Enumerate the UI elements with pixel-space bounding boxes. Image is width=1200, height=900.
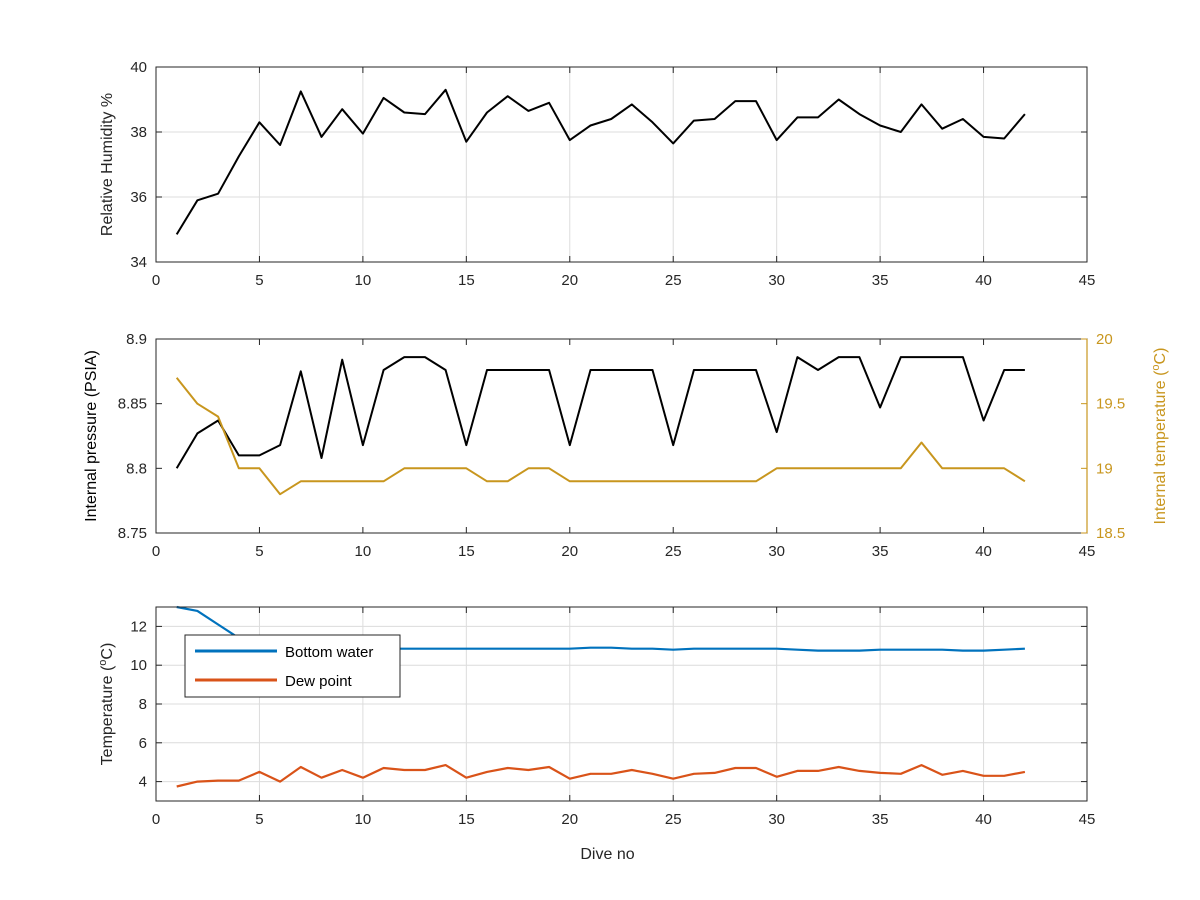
legend-label: Dew point (285, 673, 353, 690)
x-tick-label: 30 (768, 811, 785, 828)
legend: Bottom water Dew point (184, 634, 401, 698)
x-tick-label: 25 (665, 543, 682, 560)
x-tick-label: 0 (152, 811, 160, 828)
y-tick-label: 8.85 (118, 396, 147, 413)
y-tick-label-right: 19.5 (1096, 396, 1125, 413)
y-axis-label: Relative Humidity % (99, 93, 116, 236)
x-tick-label: 15 (458, 543, 475, 560)
x-tick-label: 15 (458, 811, 475, 828)
y-tick-label: 8.9 (126, 331, 147, 348)
x-tick-label: 40 (975, 811, 992, 828)
x-tick-label: 40 (975, 272, 992, 289)
legend-box (184, 634, 401, 698)
x-tick-label: 25 (665, 272, 682, 289)
plot-area (156, 339, 1087, 533)
x-tick-label: 30 (768, 272, 785, 289)
x-tick-label: 20 (561, 811, 578, 828)
x-tick-label: 45 (1079, 272, 1096, 289)
y-axis-label: Temperature (oC) (97, 643, 116, 766)
x-tick-label: 40 (975, 543, 992, 560)
x-axis-label: Dive no (580, 846, 634, 863)
x-axis: 0 5 10 15 20 25 30 35 40 45 (152, 67, 1096, 289)
y-tick-label: 8.75 (118, 525, 147, 542)
x-tick-label: 10 (355, 543, 372, 560)
y-axis-label: Internal pressure (PSIA) (83, 350, 100, 522)
x-tick-label: 5 (255, 811, 263, 828)
x-tick-label: 10 (355, 272, 372, 289)
y-axis: 34 36 38 40 (130, 59, 1087, 271)
x-axis: 0 5 10 15 20 25 30 35 40 45 (152, 339, 1096, 560)
y-tick-label-right: 20 (1096, 331, 1113, 348)
y-tick-label-right: 19 (1096, 460, 1113, 477)
y-tick-label: 4 (139, 774, 147, 791)
x-tick-label: 45 (1079, 811, 1096, 828)
y-tick-label-right: 18.5 (1096, 525, 1125, 542)
x-axis: 0 5 10 15 20 25 30 35 40 45 (152, 607, 1096, 828)
x-tick-label: 35 (872, 543, 889, 560)
y-axis: 4 6 8 10 12 (130, 618, 1087, 791)
y-tick-label: 36 (130, 189, 147, 206)
panel-1: 0 5 10 15 20 25 30 35 40 45 34 36 38 40 Relative Humid… (99, 59, 1095, 289)
y-tick-label: 40 (130, 59, 147, 76)
x-tick-label: 10 (355, 811, 372, 828)
y-axis-label-right: Internal temperature (oC) (1150, 348, 1169, 525)
panel-3: 0 5 10 15 20 25 30 35 40 45 4 6 8 10 12 Temperature (oC… (97, 605, 1096, 863)
y-tick-label: 6 (139, 735, 147, 752)
x-tick-label: 5 (255, 272, 263, 289)
series-line-internal-pressure (175, 356, 1025, 469)
x-tick-label: 15 (458, 272, 475, 289)
axes-box (155, 66, 1088, 263)
x-tick-label: 35 (872, 272, 889, 289)
y-axis: 8.75 8.8 8.85 8.9 (118, 331, 162, 542)
legend-label: Bottom water (285, 644, 373, 661)
x-tick-label: 30 (768, 543, 785, 560)
x-tick-label: 20 (561, 272, 578, 289)
x-tick-label: 5 (255, 543, 263, 560)
x-tick-label: 35 (872, 811, 889, 828)
panel-2: 0 5 10 15 20 25 30 35 40 45 8.75 8.8 8.85 8.9 18.5 19 19… (83, 331, 1169, 560)
y-tick-label: 8.8 (126, 460, 147, 477)
x-tick-label: 25 (665, 811, 682, 828)
x-tick-label: 20 (561, 543, 578, 560)
y-tick-label: 34 (130, 254, 147, 271)
series-line-dew-point (176, 763, 1026, 788)
x-tick-label: 0 (152, 272, 160, 289)
y-tick-label: 10 (130, 657, 147, 674)
y-tick-label: 12 (130, 618, 147, 635)
series-line-relative-humidity (175, 88, 1026, 235)
x-tick-label: 45 (1079, 543, 1096, 560)
y-axis-right: 18.5 19 19.5 20 Internal temperature (oC) (1081, 331, 1169, 542)
series-line-internal-temperature (175, 377, 1026, 496)
plot-area (156, 67, 1087, 262)
y-tick-label: 8 (139, 696, 147, 713)
x-tick-label: 0 (152, 543, 160, 560)
y-tick-label: 38 (130, 124, 147, 141)
